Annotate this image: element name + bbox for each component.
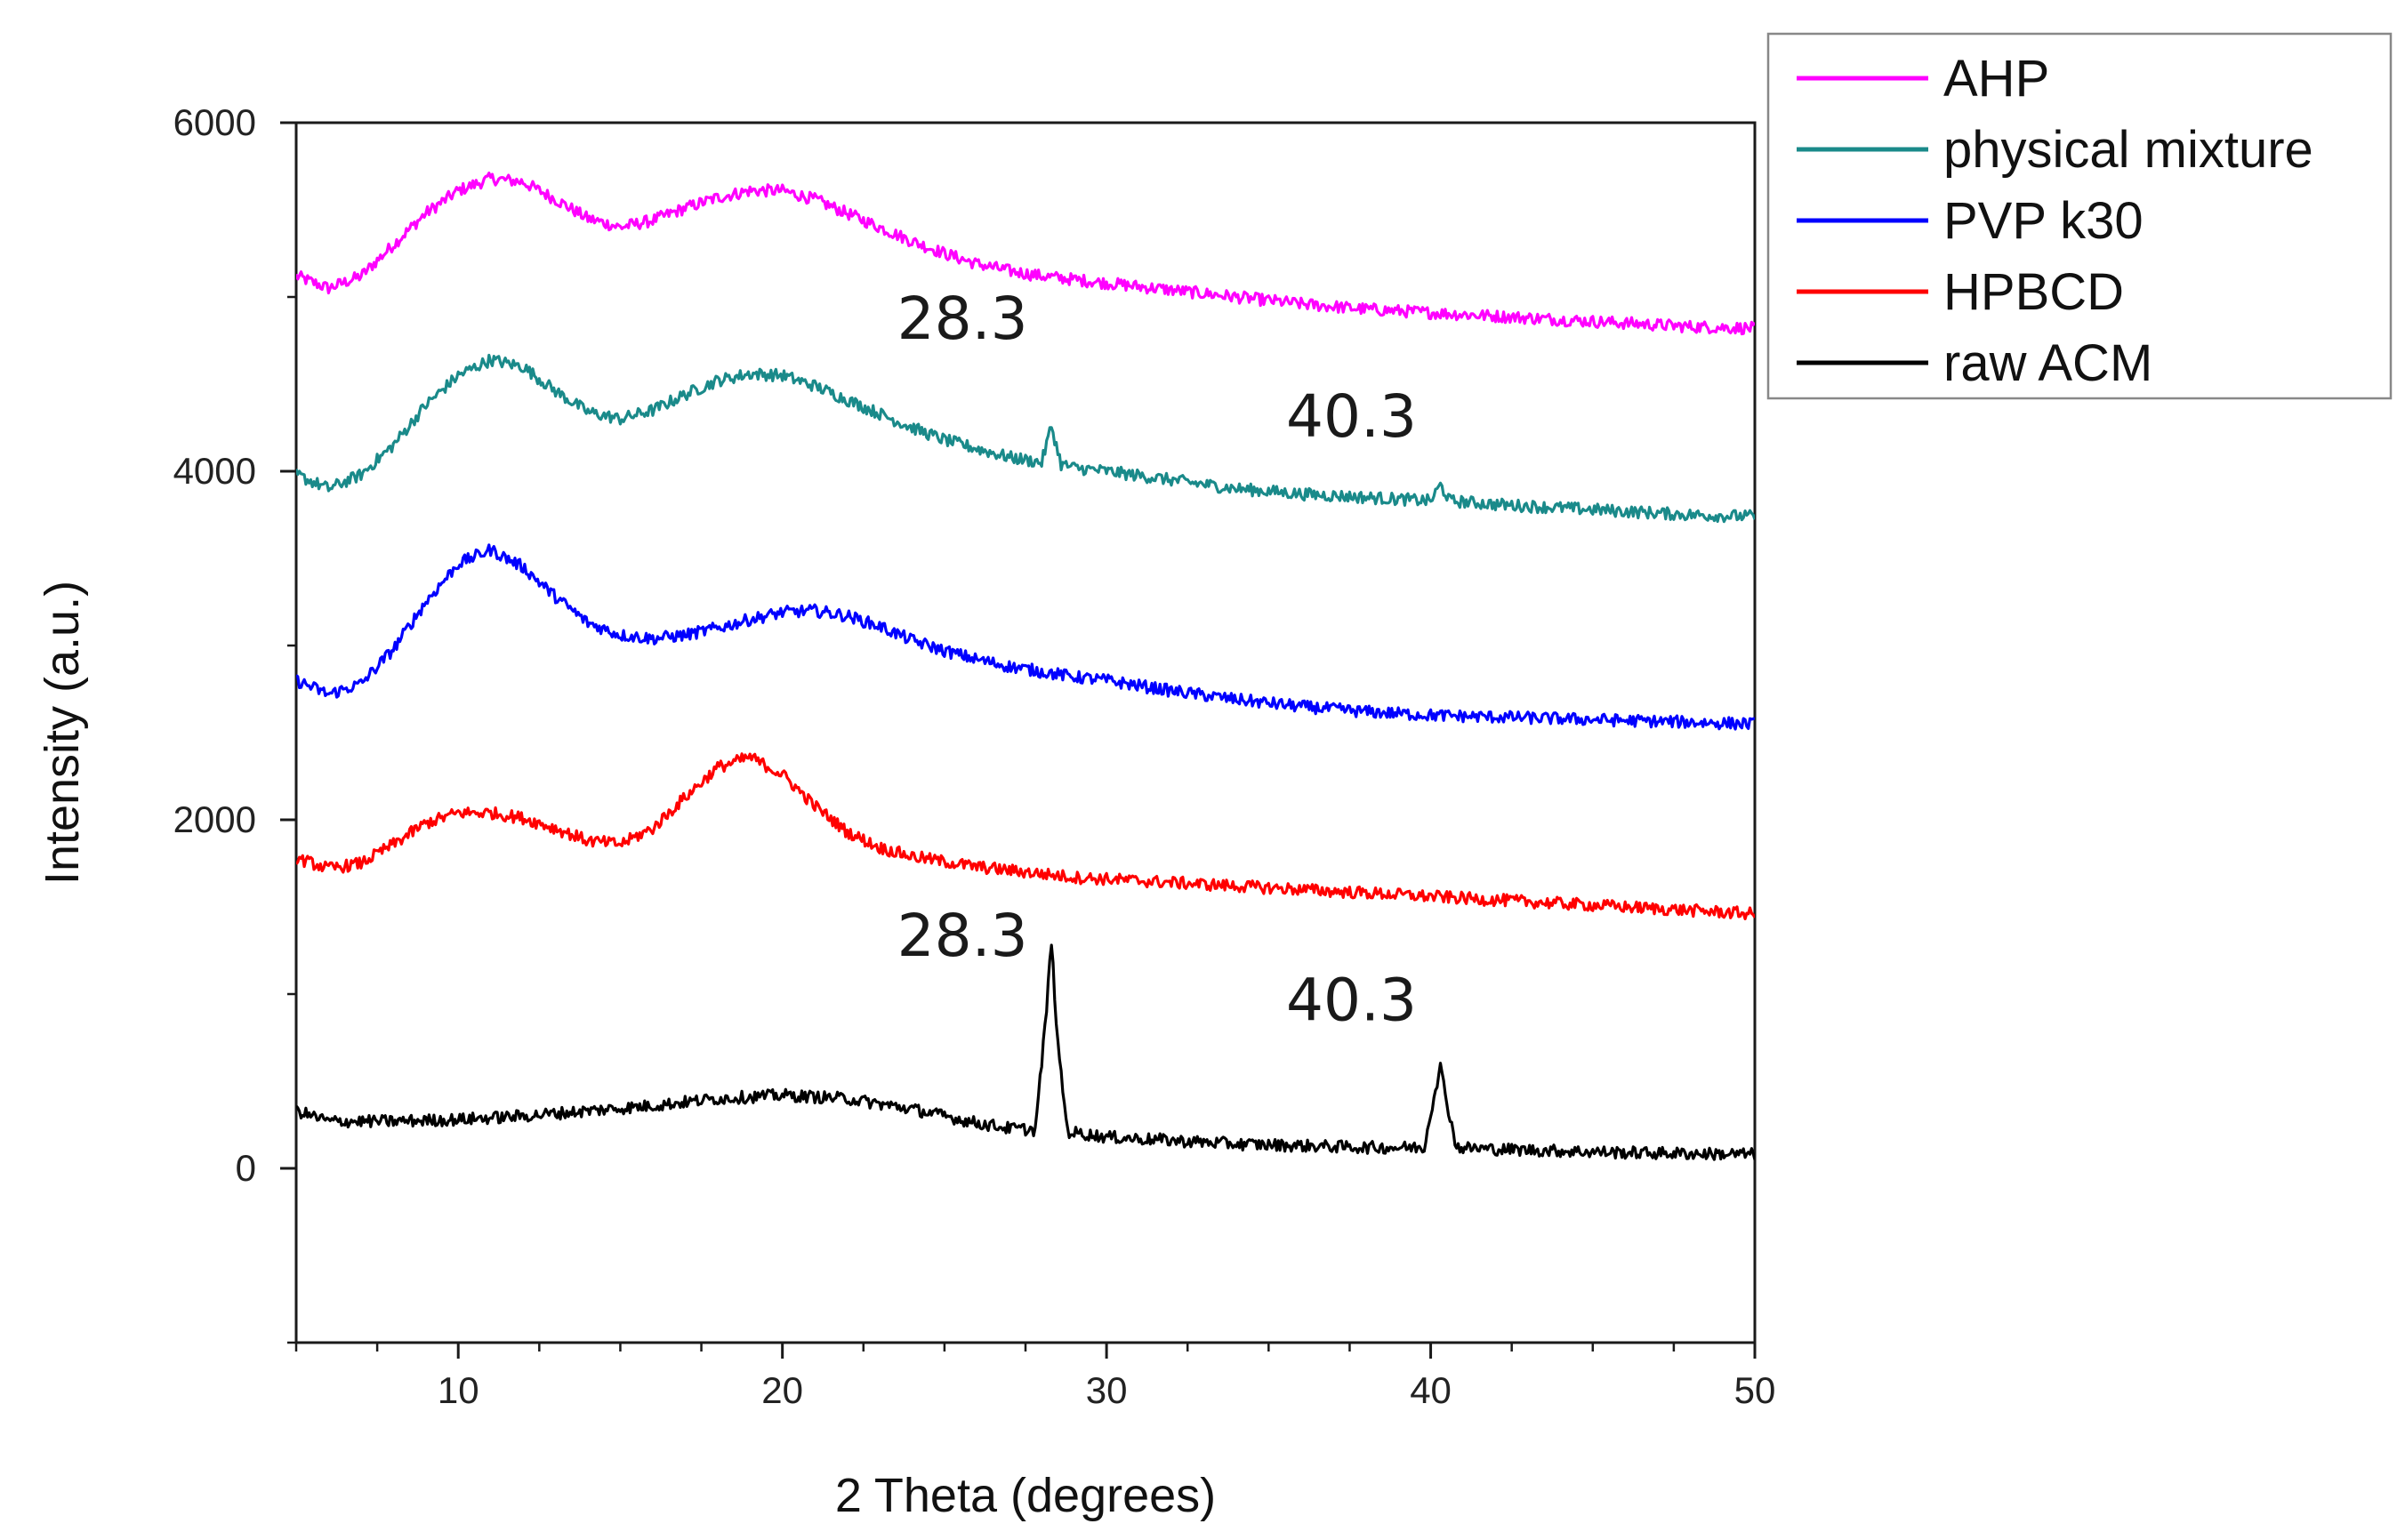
y-tick-label: 4000 — [173, 450, 256, 492]
x-axis-title: 2 Theta (degrees) — [835, 1469, 1216, 1522]
y-tick-label: 0 — [236, 1147, 256, 1189]
x-tick-label: 20 — [761, 1369, 803, 1411]
peak-annotation: 28.3 — [897, 285, 1028, 353]
peak-annotation: 28.3 — [897, 902, 1028, 970]
x-tick-label: 50 — [1734, 1369, 1776, 1411]
y-tick-label: 6000 — [173, 101, 256, 143]
series-line-physical-mixture — [296, 353, 1755, 524]
peak-annotation: 40.3 — [1286, 966, 1417, 1034]
legend-label-pvp-k30: PVP k30 — [1943, 192, 2144, 250]
x-tick-label: 10 — [438, 1369, 479, 1411]
legend-label-physical-mixture: physical mixture — [1943, 121, 2313, 179]
legend-box — [1766, 32, 2393, 400]
x-tick-label: 30 — [1086, 1369, 1128, 1411]
legend-label-raw-acm: raw ACM — [1943, 334, 2152, 392]
peak-annotation: 40.3 — [1286, 382, 1417, 451]
legend: AHP physical mixture PVP k30 HPBCD raw ACM — [1766, 32, 2393, 400]
legend-label-hpbcd: HPBCD — [1943, 263, 2124, 321]
legend-label-ahp: AHP — [1943, 50, 2049, 108]
x-tick-label: 40 — [1410, 1369, 1452, 1411]
series-line-hpbcd — [296, 752, 1755, 920]
series-line-pvp-k30 — [296, 543, 1755, 731]
y-axis-title: Intensity (a.u.) — [36, 581, 89, 885]
y-tick-label: 2000 — [173, 798, 256, 840]
series-line-raw-acm — [296, 943, 1755, 1161]
series-line-ahp — [296, 172, 1755, 336]
